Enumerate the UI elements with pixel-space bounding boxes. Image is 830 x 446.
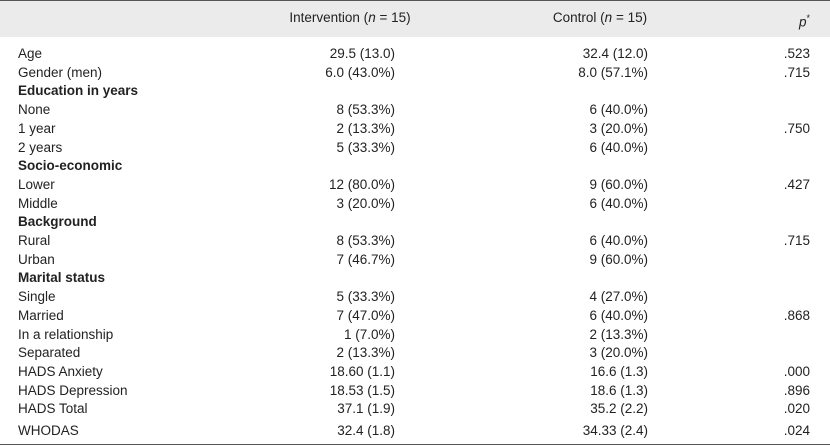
control-value: 6 (40.0%) bbox=[589, 102, 648, 118]
section-heading: Background bbox=[18, 214, 97, 230]
control-value: 34.33 (2.4) bbox=[582, 423, 648, 438]
row-label: None bbox=[18, 102, 51, 118]
row-label: Lower bbox=[18, 176, 55, 192]
section-heading: Socio-economic bbox=[18, 158, 123, 174]
p-value: .715 bbox=[783, 233, 810, 248]
control-value: 6 (40.0%) bbox=[589, 233, 648, 248]
intervention-value: 32.4 (1.8) bbox=[337, 423, 395, 438]
control-value: 6 (40.0%) bbox=[589, 139, 648, 155]
header-text: = 15) bbox=[612, 10, 648, 25]
p-value: .024 bbox=[783, 423, 810, 438]
header-text: = 15) bbox=[375, 10, 411, 25]
intervention-value: 5 (33.3%) bbox=[336, 139, 395, 155]
control-value: 9 (60.0%) bbox=[589, 176, 648, 192]
control-value: 16.6 (1.3) bbox=[590, 363, 648, 379]
row-label: Married bbox=[18, 307, 64, 323]
header-band bbox=[0, 0, 830, 37]
section-heading: Education in years bbox=[18, 83, 139, 99]
intervention-value: 6.0 (43.0%) bbox=[325, 64, 395, 80]
control-value: 18.6 (1.3) bbox=[590, 382, 648, 398]
control-value: 3 (20.0%) bbox=[589, 120, 648, 136]
row-label: Gender (men) bbox=[18, 64, 103, 80]
control-value: 6 (40.0%) bbox=[589, 307, 648, 323]
row-label: HADS Anxiety bbox=[18, 363, 103, 379]
row-label: In a relationship bbox=[18, 326, 114, 342]
row-label: Urban bbox=[18, 251, 55, 267]
intervention-value: 8 (53.3%) bbox=[336, 102, 395, 118]
control-value: 32.4 (12.0) bbox=[582, 46, 648, 61]
intervention-value: 3 (20.0%) bbox=[336, 195, 395, 211]
control-value: 6 (40.0%) bbox=[589, 195, 648, 211]
intervention-value: 2 (13.3%) bbox=[336, 345, 395, 361]
control-value: 9 (60.0%) bbox=[589, 251, 648, 267]
row-label: Age bbox=[18, 46, 43, 61]
intervention-value: 5 (33.3%) bbox=[336, 289, 395, 305]
row-label: 1 year bbox=[18, 120, 56, 136]
intervention-value: 29.5 (13.0) bbox=[329, 46, 395, 61]
bottom-rule bbox=[0, 444, 830, 445]
p-value: .896 bbox=[783, 382, 810, 398]
p-value: .000 bbox=[783, 363, 810, 379]
intervention-value: 18.53 (1.5) bbox=[329, 382, 395, 398]
p-value: .750 bbox=[783, 120, 810, 136]
control-value: 8.0 (57.1%) bbox=[578, 64, 648, 80]
header-control: Control (n = 15) bbox=[500, 9, 700, 27]
header-text: n bbox=[368, 10, 376, 25]
header-text: Control ( bbox=[552, 10, 605, 25]
p-value: .715 bbox=[783, 64, 810, 80]
row-label: Separated bbox=[18, 345, 81, 361]
header-p: p* bbox=[760, 9, 810, 32]
header-text: p bbox=[798, 14, 807, 30]
control-value: 3 (20.0%) bbox=[589, 345, 648, 361]
control-value: 2 (13.3%) bbox=[589, 326, 648, 342]
control-value: 4 (27.0%) bbox=[589, 289, 648, 305]
row-label: 2 years bbox=[18, 139, 63, 155]
row-label: HADS Depression bbox=[18, 382, 128, 398]
p-value: .020 bbox=[783, 401, 810, 417]
header-intervention: Intervention (n = 15) bbox=[250, 9, 450, 27]
header-text: n bbox=[604, 10, 613, 25]
header-text: Intervention ( bbox=[289, 10, 369, 25]
p-value: .868 bbox=[783, 307, 810, 323]
intervention-value: 12 (80.0%) bbox=[328, 176, 395, 192]
p-value: .427 bbox=[783, 176, 810, 192]
row-label: Rural bbox=[18, 233, 51, 248]
row-label: HADS Total bbox=[18, 401, 88, 417]
row-label: WHODAS bbox=[18, 423, 79, 438]
p-value: .523 bbox=[783, 46, 810, 61]
control-value: 35.2 (2.2) bbox=[590, 401, 648, 417]
intervention-value: 1 (7.0%) bbox=[343, 326, 395, 342]
intervention-value: 7 (47.0%) bbox=[336, 307, 395, 323]
intervention-value: 2 (13.3%) bbox=[336, 120, 395, 136]
row-label: Single bbox=[18, 289, 56, 305]
row-label: Middle bbox=[18, 195, 58, 211]
header-text: * bbox=[806, 13, 810, 23]
intervention-value: 8 (53.3%) bbox=[336, 233, 395, 248]
section-heading: Marital status bbox=[18, 270, 106, 286]
intervention-value: 18.60 (1.1) bbox=[329, 363, 395, 379]
intervention-value: 7 (46.7%) bbox=[336, 251, 395, 267]
intervention-value: 37.1 (1.9) bbox=[337, 401, 395, 417]
